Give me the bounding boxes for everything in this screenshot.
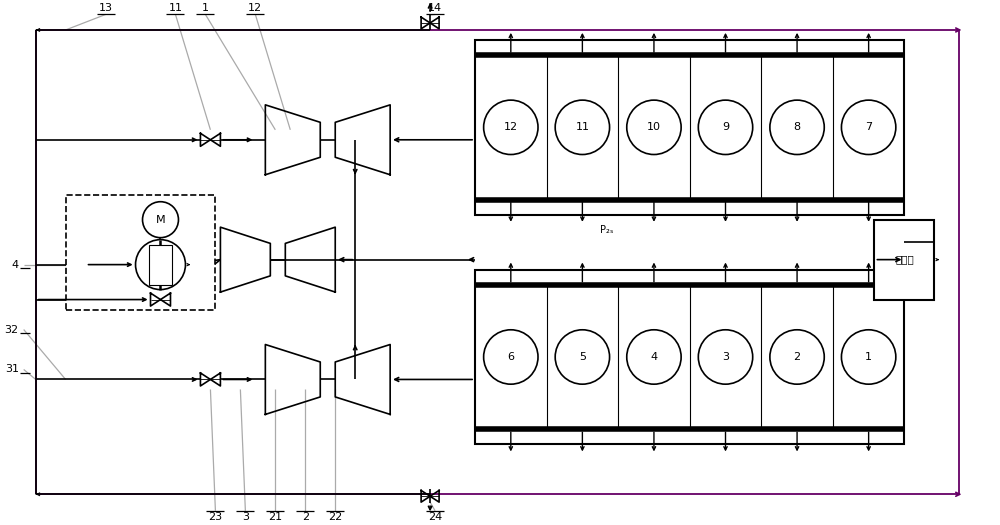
Text: 21: 21 (268, 512, 282, 522)
Text: M: M (156, 215, 165, 225)
Text: 11: 11 (168, 3, 182, 13)
Text: 12: 12 (504, 122, 518, 132)
Text: 中冷器: 中冷器 (895, 255, 914, 265)
Text: 11: 11 (575, 122, 589, 132)
Text: 4: 4 (12, 260, 19, 270)
Bar (149, 245, 172, 285)
Bar (475, 40, 904, 215)
Circle shape (841, 330, 896, 384)
Text: 14: 14 (428, 3, 442, 13)
Text: 23: 23 (208, 512, 222, 522)
Text: 24: 24 (428, 512, 442, 522)
Bar (874, 219, 934, 300)
Text: 1: 1 (865, 352, 872, 362)
Bar (66, 195, 215, 310)
Text: P₂ₛ: P₂ₛ (600, 225, 613, 235)
Text: 31: 31 (5, 364, 19, 374)
Text: 13: 13 (99, 3, 113, 13)
Circle shape (841, 100, 896, 154)
Text: 10: 10 (647, 122, 661, 132)
Circle shape (698, 330, 753, 384)
Text: 12: 12 (248, 3, 262, 13)
Circle shape (698, 100, 753, 154)
Text: 2: 2 (794, 352, 801, 362)
Text: 3: 3 (722, 352, 729, 362)
Text: 3: 3 (242, 512, 249, 522)
Text: 5: 5 (579, 352, 586, 362)
Text: 2: 2 (302, 512, 309, 522)
Text: 7: 7 (865, 122, 872, 132)
Text: 22: 22 (328, 512, 342, 522)
Circle shape (627, 330, 681, 384)
Circle shape (555, 100, 610, 154)
Circle shape (484, 330, 538, 384)
Circle shape (770, 100, 824, 154)
Bar (475, 270, 904, 444)
Circle shape (627, 100, 681, 154)
Circle shape (484, 100, 538, 154)
Circle shape (143, 202, 178, 238)
Text: 9: 9 (722, 122, 729, 132)
Circle shape (555, 330, 610, 384)
Circle shape (770, 330, 824, 384)
Text: 8: 8 (794, 122, 801, 132)
Text: 4: 4 (650, 352, 658, 362)
Text: 32: 32 (5, 324, 19, 334)
Circle shape (136, 239, 185, 290)
Text: 6: 6 (507, 352, 514, 362)
Text: 1: 1 (202, 3, 209, 13)
